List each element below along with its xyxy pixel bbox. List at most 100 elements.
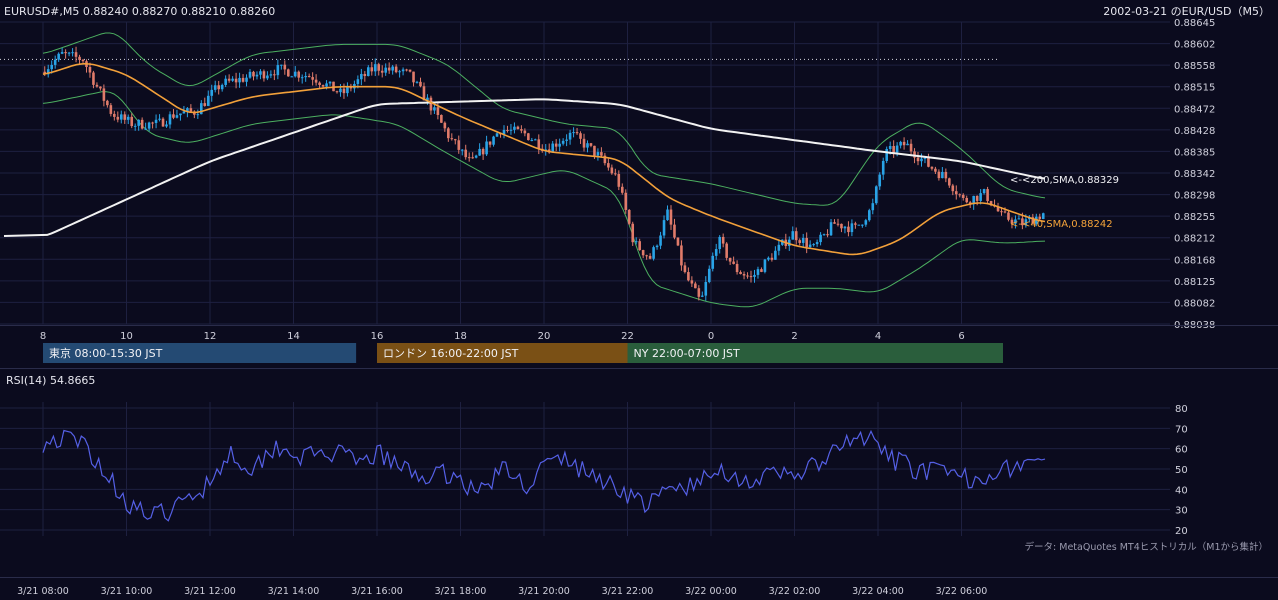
- price-grid: [0, 21, 1170, 325]
- candle: [137, 119, 140, 131]
- candle: [815, 239, 819, 247]
- candle: [488, 141, 492, 148]
- candle: [791, 226, 795, 240]
- candle: [433, 103, 436, 114]
- candle: [161, 117, 165, 127]
- candle: [307, 73, 311, 78]
- candle: [88, 62, 92, 78]
- candle: [394, 64, 398, 74]
- rsi-label: RSI(14) 54.8665: [6, 374, 95, 387]
- candle: [415, 80, 419, 84]
- candle: [749, 270, 753, 283]
- candle: [614, 168, 617, 176]
- candle: [728, 257, 732, 265]
- candle: [71, 48, 74, 57]
- candle: [151, 121, 154, 129]
- candle: [801, 233, 805, 247]
- session-label: NY 22:00-07:00 JST: [634, 347, 741, 360]
- candle: [596, 148, 600, 161]
- candle: [829, 218, 833, 237]
- hour-tick-label: 0: [708, 331, 714, 342]
- candle: [269, 70, 273, 79]
- candle: [683, 262, 687, 274]
- candle: [638, 238, 641, 251]
- candle: [711, 252, 715, 272]
- candle: [826, 229, 829, 238]
- candle: [144, 122, 147, 130]
- candle: [113, 110, 116, 121]
- candle: [206, 90, 210, 107]
- candle: [74, 46, 78, 63]
- candle: [245, 74, 248, 87]
- candle: [81, 58, 85, 63]
- candle: [92, 70, 95, 89]
- price-tick-label: 0.88212: [1174, 234, 1215, 245]
- candle: [387, 62, 391, 74]
- candle: [147, 121, 151, 132]
- candle: [948, 177, 951, 188]
- candle: [165, 120, 168, 128]
- time-tick-label: 3/21 22:00: [602, 586, 654, 597]
- price-tick-label: 0.88645: [1174, 18, 1215, 29]
- time-tick-label: 3/21 16:00: [351, 586, 403, 597]
- candle: [168, 111, 172, 129]
- candle: [453, 138, 457, 145]
- candle: [847, 221, 850, 237]
- candle: [822, 233, 826, 236]
- candle: [868, 208, 871, 222]
- price-tick-label: 0.88298: [1174, 191, 1215, 202]
- rsi-y-axis: 80 70 60 50 40 30 20: [1175, 404, 1188, 537]
- candle: [126, 114, 130, 125]
- candle: [944, 168, 948, 183]
- candle: [119, 110, 123, 124]
- candle: [620, 183, 624, 195]
- candle: [516, 125, 520, 130]
- candle: [923, 157, 927, 164]
- price-tick-label: 0.88168: [1174, 255, 1215, 266]
- candle: [398, 69, 401, 78]
- candle: [927, 153, 930, 168]
- candle: [506, 125, 509, 133]
- candle: [495, 131, 499, 137]
- candle: [384, 63, 387, 76]
- candle: [367, 65, 370, 77]
- candle: [753, 269, 756, 283]
- candle: [756, 266, 760, 279]
- price-tick-label: 0.88558: [1174, 61, 1215, 72]
- candle: [561, 138, 565, 146]
- candle: [457, 135, 461, 154]
- rsi-tick-label: 20: [1175, 526, 1188, 537]
- candle: [871, 198, 875, 215]
- candle: [680, 240, 683, 271]
- time-tick-label: 3/21 08:00: [17, 586, 69, 597]
- candle: [360, 68, 363, 86]
- candle: [1014, 215, 1017, 229]
- candle: [836, 218, 840, 227]
- candle: [220, 83, 224, 92]
- candle: [954, 185, 958, 200]
- candle: [485, 135, 488, 156]
- candle: [50, 60, 53, 74]
- candle: [589, 142, 593, 148]
- candle: [794, 227, 798, 245]
- candle: [241, 74, 245, 83]
- candle: [721, 233, 725, 248]
- candle: [763, 258, 767, 274]
- candle: [530, 137, 534, 142]
- candle: [217, 80, 220, 95]
- candle: [67, 51, 71, 57]
- candle: [648, 253, 652, 260]
- time-tick-label: 3/22 04:00: [852, 586, 904, 597]
- sma200-line: [3, 98, 1046, 237]
- session-bar: 東京 08:00-15:30 JST: [43, 343, 357, 363]
- candle: [377, 62, 381, 76]
- candle: [158, 114, 161, 122]
- rsi-line: [42, 429, 1046, 522]
- candle: [641, 249, 645, 259]
- hour-tick-label: 22: [621, 331, 634, 342]
- candle: [95, 82, 99, 88]
- candle: [46, 64, 50, 78]
- candle: [231, 76, 234, 82]
- candle: [64, 49, 67, 59]
- session-bar: ロンドン 16:00-22:00 JST: [377, 343, 628, 363]
